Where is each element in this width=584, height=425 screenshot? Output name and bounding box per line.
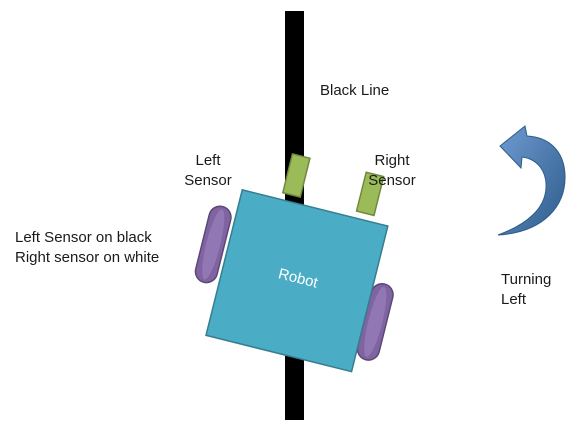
sensor-status-text: Left Sensor on black Right sensor on whi… [15, 228, 159, 268]
left-sensor-label-line1: Left [195, 152, 221, 169]
status-line2: Right sensor on white [15, 249, 160, 266]
turning-left-label: Turning Left [501, 270, 551, 310]
left-sensor [281, 152, 311, 198]
right-sensor-label-line1: Right [374, 152, 410, 169]
robot [194, 152, 394, 373]
status-line1: Left Sensor on black [15, 229, 152, 246]
right-sensor-label-line2: Sensor [368, 172, 416, 189]
left-wheel [194, 205, 232, 284]
turning-label-line2: Left [501, 291, 527, 308]
robot-body [205, 188, 389, 373]
black-line-label: Black Line [320, 82, 390, 99]
right-sensor-label: Right Sensor [360, 151, 424, 191]
left-sensor-label: Left Sensor [178, 151, 238, 191]
left-sensor-label-line2: Sensor [184, 172, 232, 189]
curved-arrow-left-icon [497, 125, 566, 236]
turning-label-line1: Turning [501, 271, 552, 288]
right-sensor [355, 171, 385, 217]
